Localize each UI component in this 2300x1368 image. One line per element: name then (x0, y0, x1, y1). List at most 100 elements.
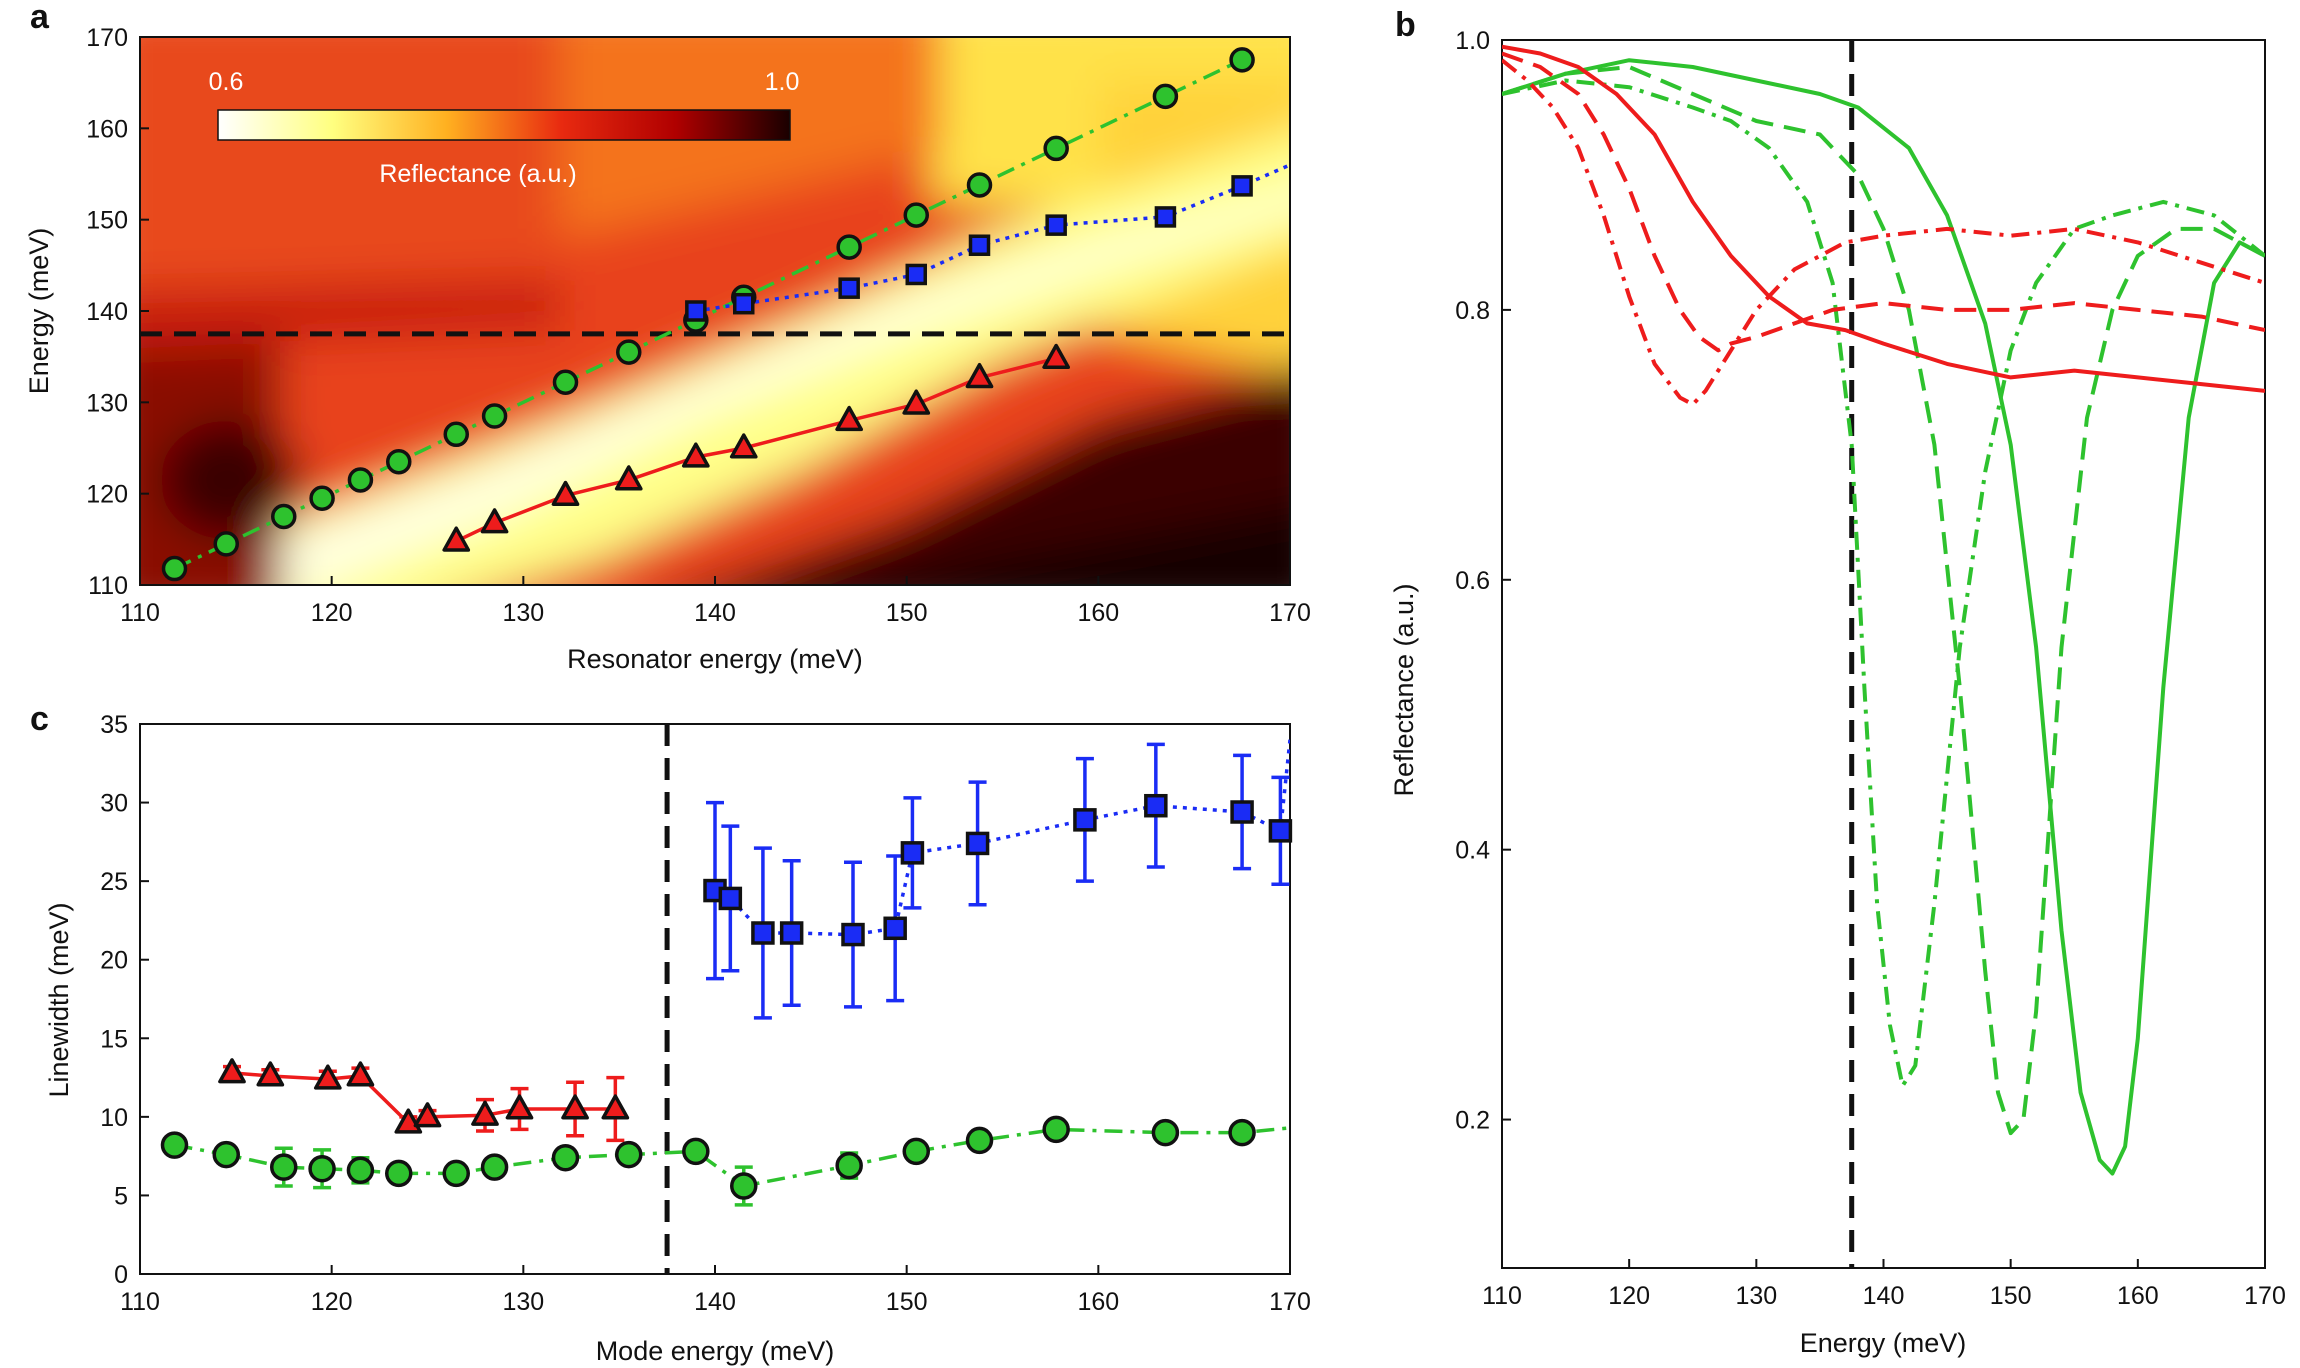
circle-marker (903, 202, 929, 228)
circle-marker (551, 1143, 580, 1172)
circle-marker (442, 1159, 470, 1188)
spectrum-red-dashed (1502, 51, 2265, 353)
square-marker (841, 922, 865, 947)
circle-marker (443, 421, 469, 448)
axes-c: 110 120 130 140 150 160 170 0 5 10 15 20 25 30 35 (100, 711, 1311, 1316)
y-tick-label: 120 (86, 481, 128, 509)
axes-a: 110 120 130 140 150 160 170 110 120 130 140 150 160 1… (86, 24, 1311, 627)
square-marker (900, 841, 925, 865)
panel-a: 0.6 1.0 Reflectance (a.u.) 110 120 130 140 1… (24, 24, 1311, 674)
y-tick-label: 140 (86, 298, 128, 326)
circle-marker (213, 531, 239, 557)
panel-letter-b: b (1395, 6, 1416, 44)
series-b (1502, 44, 2265, 1176)
circle-marker (682, 1137, 710, 1166)
x-tick-label: 160 (1077, 599, 1119, 627)
colorbar (217, 109, 791, 141)
circle-marker (270, 1153, 298, 1181)
x-tick-label: 120 (311, 1288, 353, 1316)
circle-marker (271, 503, 297, 530)
x-tick-label: 170 (1269, 599, 1311, 627)
circle-marker (835, 1151, 863, 1180)
y-tick-label: 5 (114, 1182, 128, 1210)
spectrum-green-dashed (1502, 65, 2265, 1136)
circle-marker (480, 1153, 509, 1181)
y-tick-label: 170 (86, 24, 128, 52)
triangle-marker (729, 433, 758, 459)
square-marker (718, 886, 743, 911)
y-axis-title-b: Reflectance (a.u.) (1389, 583, 1419, 796)
x-tick-label: 160 (1077, 1288, 1119, 1316)
square-marker (1231, 175, 1253, 197)
x-tick-label: 150 (886, 599, 928, 627)
square-marker (685, 300, 707, 322)
spectrum-red-dashdot (1502, 58, 2265, 407)
circle-marker (965, 1126, 994, 1155)
triangle-marker (442, 526, 471, 552)
spectrum-green-dashdot (1502, 78, 2265, 1088)
triangle-marker (505, 1094, 534, 1120)
triangle-marker (835, 405, 864, 432)
square-marker (1268, 819, 1293, 843)
y-tick-label: 0.4 (1455, 837, 1490, 865)
circle-marker (160, 1131, 189, 1159)
circle-marker (385, 1159, 413, 1188)
circle-marker (1152, 83, 1179, 110)
triangle-marker (965, 362, 994, 389)
x-tick-label: 120 (311, 599, 353, 627)
x-tick-label: 170 (2244, 1282, 2286, 1310)
triangle-marker (346, 1061, 375, 1087)
circle-marker (966, 172, 993, 198)
y-tick-label: 0.8 (1455, 297, 1490, 325)
x-tick-label: 140 (1863, 1282, 1905, 1310)
square-marker (733, 292, 755, 315)
plot-frame-b (1501, 39, 2266, 1269)
x-tick-label: 130 (502, 599, 544, 627)
panel-letter-c: c (30, 700, 49, 738)
y-tick-label: 160 (86, 115, 128, 143)
x-tick-label: 140 (694, 599, 736, 627)
square-marker (838, 277, 860, 299)
x-tick-label: 150 (1990, 1282, 2032, 1310)
triangle-marker (614, 465, 643, 491)
y-axis-title-a: Energy (meV) (24, 228, 54, 395)
x-tick-label: 140 (694, 1288, 736, 1316)
triangle-marker (480, 508, 509, 534)
y-tick-label: 1.0 (1455, 27, 1490, 55)
circle-marker (1228, 1118, 1256, 1147)
triangle-marker (1042, 343, 1071, 370)
circle-marker (552, 369, 579, 395)
circle-marker (347, 467, 374, 493)
square-marker (779, 921, 804, 945)
triangle-marker (601, 1094, 630, 1120)
circle-marker (308, 1154, 336, 1183)
x-tick-label: 110 (120, 1288, 160, 1316)
panel-b: 110 120 130 140 150 160 170 0.2 0.4 0.6 0.8 1.0 Ene… (1389, 27, 2286, 1358)
circle-marker (346, 1156, 375, 1185)
x-tick-label: 110 (1482, 1282, 1522, 1310)
circle-marker (386, 448, 412, 475)
markers-a (161, 47, 1255, 582)
triangle-marker (313, 1064, 342, 1090)
colorbar-max-label: 1.0 (765, 68, 800, 96)
y-tick-label: 25 (100, 868, 128, 896)
y-tick-label: 0 (114, 1261, 128, 1289)
y-axis-title-c: Linewidth (meV) (44, 902, 74, 1097)
x-tick-label: 150 (886, 1288, 928, 1316)
panel-letter-a: a (30, 0, 50, 36)
x-tick-label: 120 (1608, 1282, 1650, 1310)
x-tick-label: 130 (1735, 1282, 1777, 1310)
square-marker (965, 831, 990, 856)
circle-marker (1042, 1115, 1070, 1144)
spectrum-green-solid (1502, 58, 2265, 1176)
circle-marker (730, 1172, 758, 1200)
circle-marker (1043, 135, 1069, 162)
triangle-marker (681, 442, 710, 468)
triangle-marker (471, 1100, 499, 1126)
circle-marker (309, 485, 335, 511)
circle-marker (615, 1140, 643, 1169)
square-marker (1045, 214, 1067, 236)
y-tick-label: 0.2 (1455, 1107, 1490, 1135)
markers-c (160, 742, 1293, 1207)
